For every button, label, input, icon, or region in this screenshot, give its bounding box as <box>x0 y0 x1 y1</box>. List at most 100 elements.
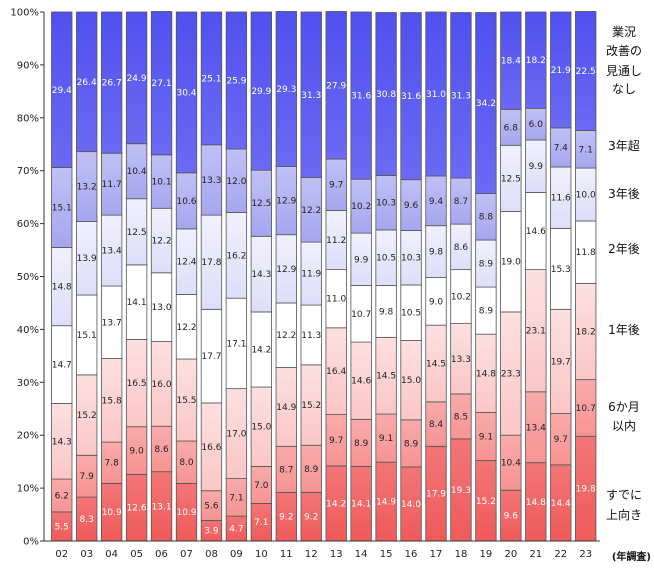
data-label: 9.1 <box>379 434 393 444</box>
data-label: 9.0 <box>129 447 144 457</box>
data-label: 8.0 <box>179 458 194 468</box>
data-label: 14.8 <box>476 369 496 379</box>
data-label: 26.7 <box>102 79 122 89</box>
data-label: 8.9 <box>354 439 369 449</box>
data-label: 13.9 <box>77 254 97 264</box>
data-label: 10.9 <box>102 508 122 518</box>
data-label: 10.4 <box>501 459 521 469</box>
data-label: 9.6 <box>504 512 519 522</box>
data-label: 12.2 <box>152 237 172 247</box>
y-tick-label: 30% <box>17 378 39 389</box>
data-label: 31.0 <box>426 90 446 100</box>
data-label: 15.1 <box>52 203 72 213</box>
x-tick-label: 20 <box>504 549 517 560</box>
data-label: 8.6 <box>454 243 469 253</box>
bar-stack: 10.9 8.0 15.5 12.2 12.4 10.6 30.4 <box>175 11 198 542</box>
data-label: 23.3 <box>501 370 521 380</box>
data-label: 10.2 <box>351 202 371 212</box>
data-label: 7.1 <box>254 518 268 528</box>
data-label: 8.9 <box>479 260 494 270</box>
y-tick-label: 80% <box>17 113 39 124</box>
legend-label: 3年後 <box>608 187 640 201</box>
data-label: 14.7 <box>52 361 72 371</box>
data-label: 14.5 <box>426 360 446 370</box>
data-label: 9.6 <box>404 201 419 211</box>
data-label: 18.2 <box>526 56 546 66</box>
x-tick-label: 12 <box>305 549 318 560</box>
bar-segment <box>275 11 297 167</box>
y-tick-label: 20% <box>17 431 39 442</box>
bar-segment <box>525 11 547 109</box>
x-tick-label: 18 <box>455 549 468 560</box>
data-label: 12.6 <box>127 504 147 514</box>
bar-segment <box>350 11 372 180</box>
data-label: 13.1 <box>152 502 172 512</box>
data-label: 14.9 <box>376 498 396 508</box>
data-label: 27.9 <box>326 81 346 91</box>
data-label: 22.5 <box>576 67 596 77</box>
bar-stack: 5.5 6.2 14.3 14.7 14.8 15.1 29.4 <box>51 11 73 542</box>
data-label: 14.6 <box>351 377 371 387</box>
bar-segment <box>125 11 148 145</box>
data-label: 12.5 <box>501 174 521 184</box>
bar-stack: 17.9 8.4 14.5 9.0 9.8 9.4 31.0 <box>425 11 447 542</box>
bar-segment <box>51 11 73 168</box>
bar-segment <box>200 11 223 146</box>
legend-label: 2年後 <box>608 242 640 256</box>
data-label: 16.4 <box>326 367 346 377</box>
x-tick-label: 02 <box>55 549 68 560</box>
data-label: 13.7 <box>102 318 122 328</box>
data-label: 8.8 <box>479 213 494 223</box>
bar-segment <box>250 11 273 171</box>
data-label: 15.5 <box>176 396 196 406</box>
data-label: 12.5 <box>127 228 147 238</box>
bar-segment <box>175 11 198 174</box>
data-label: 23.1 <box>526 327 546 337</box>
data-label: 9.1 <box>479 433 493 443</box>
data-label: 10.6 <box>176 197 196 207</box>
data-label: 7.8 <box>104 459 119 469</box>
x-tick-label: 19 <box>480 549 493 560</box>
data-label: 10.3 <box>401 254 421 264</box>
bar-stack: 13.1 8.6 16.0 13.0 12.2 10.1 27.1 <box>150 11 173 542</box>
data-label: 11.0 <box>326 295 346 305</box>
x-tick-label: 13 <box>330 549 343 560</box>
data-label: 25.9 <box>226 77 246 87</box>
x-tick-label: 22 <box>554 549 567 560</box>
data-label: 16.5 <box>127 379 147 389</box>
data-label: 9.2 <box>279 513 293 523</box>
data-label: 15.0 <box>251 423 271 433</box>
bar-stack: 9.2 8.9 15.2 11.3 11.9 12.2 31.3 <box>300 11 322 542</box>
bar-stack: 9.6 10.4 23.3 19.0 12.5 6.8 18.4 <box>500 11 522 542</box>
data-label: 8.9 <box>304 465 319 475</box>
y-tick-label: 0% <box>23 537 39 548</box>
bars: 5.5 6.2 14.3 14.7 14.8 15.1 29.4 8.3 7.9 15.2 15.1… <box>51 11 597 542</box>
data-label: 10.2 <box>451 293 471 303</box>
data-label: 7.4 <box>554 143 569 153</box>
data-label: 13.2 <box>77 183 97 193</box>
bar-segment <box>225 11 248 150</box>
data-label: 15.2 <box>476 497 496 507</box>
y-tick-label: 60% <box>17 219 39 230</box>
data-label: 10.7 <box>576 404 596 414</box>
data-label: 12.2 <box>276 331 296 341</box>
legend-label: すでに上向き <box>606 488 642 522</box>
bar-stack: 3.9 5.6 16.6 17.7 17.8 13.3 25.1 <box>200 11 223 542</box>
data-label: 13.3 <box>201 176 221 186</box>
data-label: 16.0 <box>152 380 172 390</box>
legend-label: 6か月以内 <box>608 400 640 433</box>
x-axis: 02 03 04 05 06 07 08 09 10 11 12 13 14 15 16 17 18 19 20 21… <box>44 540 600 560</box>
bar-segment <box>101 11 123 154</box>
legend: すでに上向き 6か月以内 1年後 2年後 3年後 3年超 業況改善の見通しなし <box>606 24 642 522</box>
data-label: 15.0 <box>401 376 421 386</box>
data-label: 17.1 <box>226 339 246 349</box>
data-label: 17.9 <box>426 490 446 500</box>
data-label: 3.9 <box>204 527 219 537</box>
data-label: 9.9 <box>354 255 369 265</box>
data-label: 5.5 <box>55 522 69 532</box>
x-tick-label: 21 <box>529 549 542 560</box>
data-label: 16.6 <box>201 443 221 453</box>
data-label: 14.1 <box>127 298 147 308</box>
data-label: 21.9 <box>551 66 571 76</box>
